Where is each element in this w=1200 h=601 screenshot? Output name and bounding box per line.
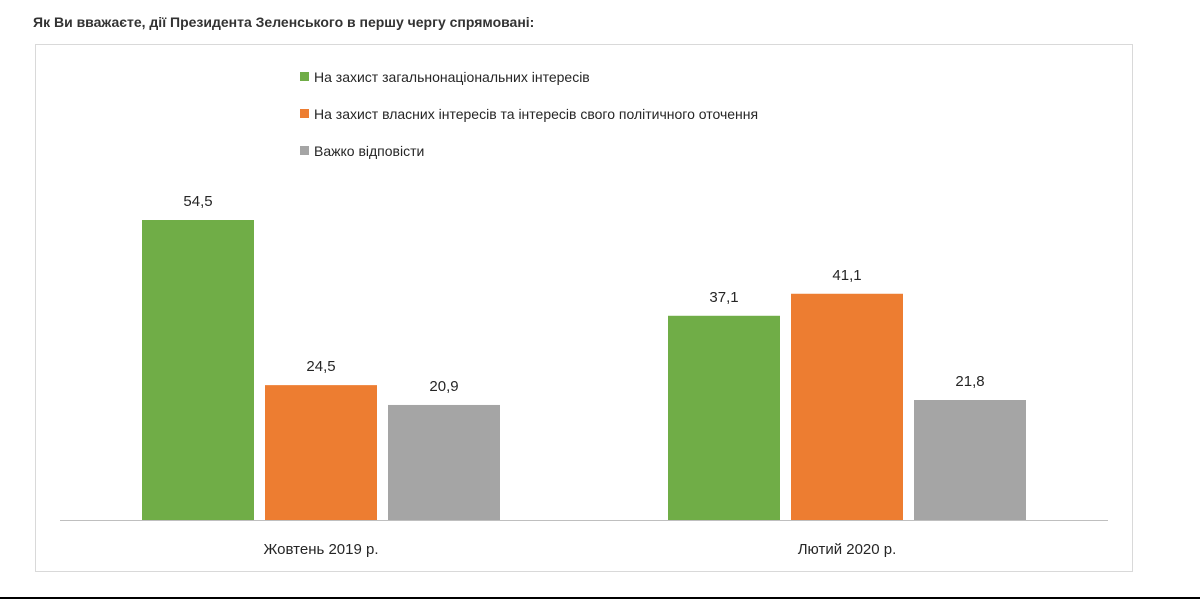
bar-3-2 xyxy=(914,400,1026,520)
bar-3-1 xyxy=(388,404,500,520)
data-label-2-1: 24,5 xyxy=(306,358,335,375)
data-label-3-1: 20,9 xyxy=(429,378,458,395)
bar-2-1 xyxy=(265,385,377,520)
data-label-2-2: 41,1 xyxy=(832,267,861,284)
legend-label-3: Важко відповісти xyxy=(314,143,424,159)
legend-label-2: На захист власних інтересів та інтересів… xyxy=(314,106,758,122)
legend-swatch-2 xyxy=(300,109,309,118)
bar-1-1 xyxy=(142,220,254,520)
legend-swatch-3 xyxy=(300,146,309,155)
data-label-1-2: 37,1 xyxy=(709,289,738,306)
data-label-3-2: 21,8 xyxy=(955,373,984,390)
legend-swatch-1 xyxy=(300,72,309,81)
legend-label-1: На захист загальнонаціональних інтересів xyxy=(314,69,590,85)
category-label-2: Лютий 2020 р. xyxy=(798,541,897,558)
bar-2-2 xyxy=(791,293,903,520)
category-label-1: Жовтень 2019 р. xyxy=(263,541,378,558)
data-label-1-1: 54,5 xyxy=(183,193,212,210)
bottom-divider xyxy=(0,597,1200,599)
bar-1-2 xyxy=(668,315,780,520)
chart-question-title: Як Ви вважаєте, дії Президента Зеленсько… xyxy=(33,14,535,30)
